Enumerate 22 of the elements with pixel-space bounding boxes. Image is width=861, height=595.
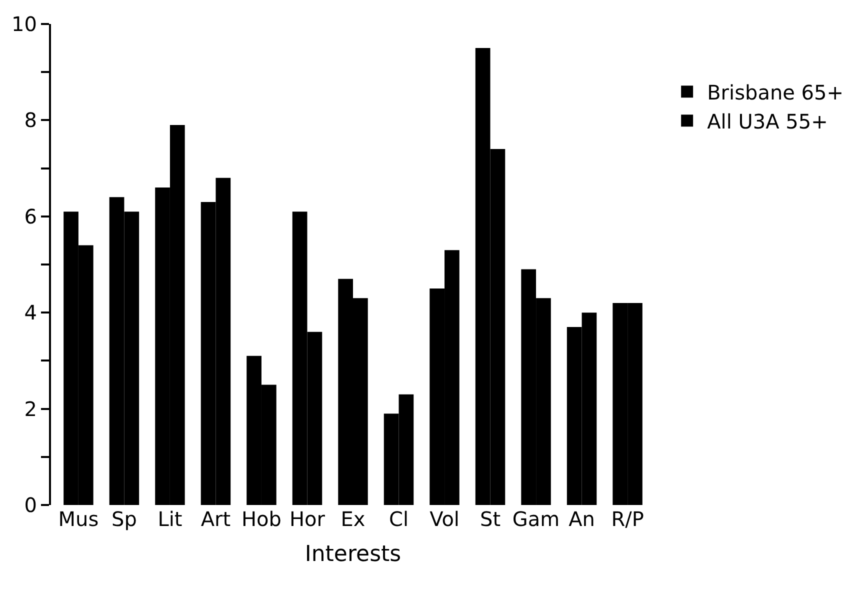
- legend-label: Brisbane 65+: [707, 80, 844, 104]
- x-tick-label: Mus: [58, 507, 99, 531]
- y-tick-label: 2: [24, 396, 37, 421]
- x-tick-label: R/P: [611, 507, 644, 531]
- x-tick-label: Hor: [289, 507, 326, 531]
- x-tick-label: Ex: [340, 507, 366, 531]
- x-tick-label: Cl: [388, 507, 409, 531]
- x-tick-label: Hob: [241, 507, 282, 531]
- y-tick-label: 6: [24, 204, 37, 228]
- x-tick-label: Gam: [512, 507, 560, 531]
- x-tick-label: Vol: [430, 507, 460, 531]
- y-tick-label: 8: [24, 108, 37, 132]
- y-tick-label: 4: [24, 300, 37, 325]
- y-tick-label: 0: [24, 493, 37, 517]
- x-tick-label: An: [568, 507, 595, 531]
- x-tick-label: Sp: [112, 507, 137, 531]
- legend-label: All U3A 55+: [707, 109, 828, 134]
- x-tick-label: Art: [200, 507, 231, 531]
- x-tick-label: St: [480, 507, 501, 531]
- y-tick-label: 10: [12, 12, 37, 36]
- x-axis-title: Interests: [304, 542, 402, 567]
- x-tick-label: Lit: [158, 507, 182, 531]
